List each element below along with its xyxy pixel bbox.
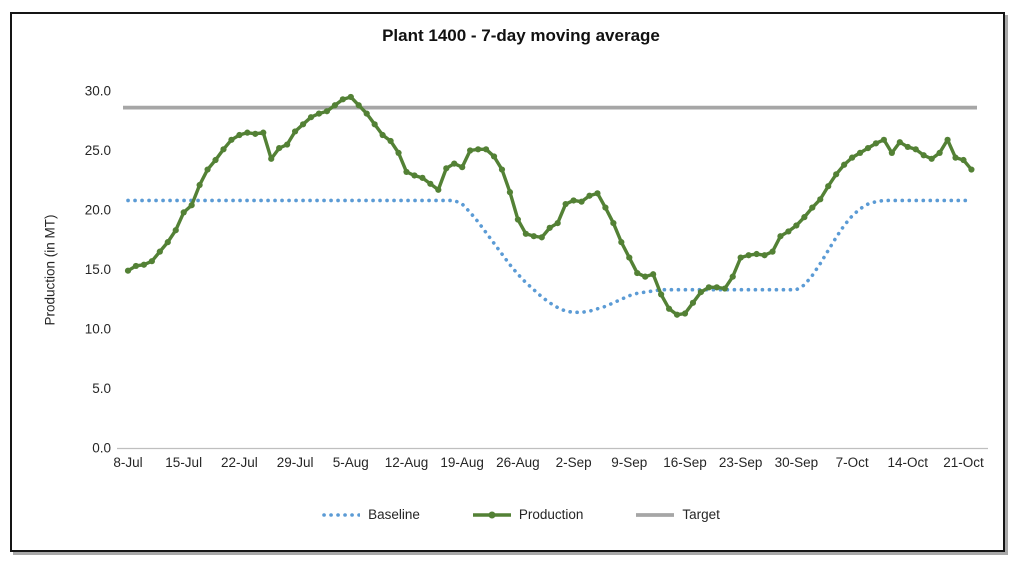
target-line-swatch-icon (636, 510, 675, 520)
svg-text:9-Sep: 9-Sep (611, 455, 647, 470)
production-line-swatch-icon (472, 510, 511, 520)
svg-text:22-Jul: 22-Jul (221, 455, 258, 470)
svg-text:20.0: 20.0 (85, 203, 111, 218)
legend-item-target: Target (636, 507, 720, 522)
svg-text:30-Sep: 30-Sep (775, 455, 819, 470)
svg-text:25.0: 25.0 (85, 143, 111, 158)
svg-text:26-Aug: 26-Aug (496, 455, 540, 470)
legend-item-baseline: Baseline (322, 507, 420, 522)
legend: Baseline Production Target (28, 507, 1014, 522)
svg-text:12-Aug: 12-Aug (385, 455, 429, 470)
legend-label-baseline: Baseline (368, 507, 420, 522)
svg-text:15.0: 15.0 (85, 262, 111, 277)
svg-text:19-Aug: 19-Aug (440, 455, 484, 470)
svg-text:5-Aug: 5-Aug (333, 455, 369, 470)
svg-text:5.0: 5.0 (92, 381, 111, 396)
svg-text:2-Sep: 2-Sep (556, 455, 592, 470)
legend-label-production: Production (518, 507, 584, 522)
svg-text:0.0: 0.0 (92, 441, 111, 456)
baseline-dotted-swatch-icon (322, 510, 362, 520)
svg-text:14-Oct: 14-Oct (888, 455, 929, 470)
svg-text:10.0: 10.0 (85, 322, 111, 337)
svg-text:15-Jul: 15-Jul (165, 455, 202, 470)
svg-text:16-Sep: 16-Sep (663, 455, 707, 470)
legend-label-target: Target (682, 507, 720, 522)
chart-frame (10, 12, 1005, 552)
svg-text:7-Oct: 7-Oct (836, 455, 869, 470)
svg-text:23-Sep: 23-Sep (719, 455, 763, 470)
svg-text:29-Jul: 29-Jul (277, 455, 314, 470)
svg-text:8-Jul: 8-Jul (113, 455, 142, 470)
legend-item-production: Production (472, 507, 584, 522)
chart-title: Plant 1400 - 7-day moving average (382, 26, 660, 45)
svg-text:21-Oct: 21-Oct (943, 455, 984, 470)
svg-text:30.0: 30.0 (85, 84, 111, 99)
